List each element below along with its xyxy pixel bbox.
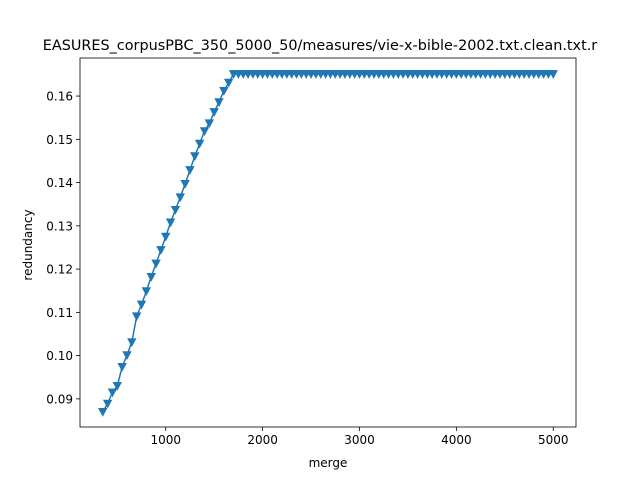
data-point-marker <box>548 70 558 79</box>
data-point-marker <box>190 152 200 162</box>
data-point-marker <box>131 312 142 322</box>
data-point-marker <box>180 179 190 189</box>
data-point-marker <box>170 205 181 215</box>
y-tick-label: 0.09 <box>46 392 73 406</box>
data-point-marker <box>102 399 113 409</box>
x-tick-label: 2000 <box>247 433 278 447</box>
y-axis-label: redundancy <box>21 209 35 280</box>
y-tick-label: 0.10 <box>46 349 73 363</box>
data-point-marker <box>185 166 195 175</box>
y-tick-label: 0.14 <box>46 176 73 190</box>
y-tick-label: 0.15 <box>46 133 73 147</box>
data-point-marker <box>112 381 123 391</box>
axes-frame <box>79 57 577 428</box>
y-tick-label: 0.11 <box>46 306 73 320</box>
data-point-marker <box>156 246 166 255</box>
data-point-marker <box>127 338 137 348</box>
data-point-marker <box>199 127 210 136</box>
x-tick-label: 4000 <box>441 433 472 447</box>
data-point-marker <box>165 218 176 228</box>
data-point-marker <box>194 139 205 149</box>
x-tick-label: 3000 <box>344 433 375 447</box>
data-point-marker <box>209 108 219 117</box>
x-tick-label: 5000 <box>538 433 569 447</box>
data-point-marker <box>151 259 161 269</box>
y-tick-label: 0.12 <box>46 263 73 277</box>
y-tick-label: 0.16 <box>46 90 73 104</box>
y-tick-label: 0.13 <box>46 219 73 233</box>
data-point-marker <box>161 232 171 242</box>
data-point-marker <box>146 272 156 282</box>
data-point-marker <box>107 388 118 398</box>
data-point-marker <box>141 287 152 297</box>
data-point-marker <box>175 193 185 203</box>
data-point-marker <box>117 362 127 372</box>
x-axis-label: merge <box>309 456 348 470</box>
data-point-marker <box>223 78 234 88</box>
data-point-marker <box>219 86 229 96</box>
data-point-marker <box>214 98 224 107</box>
x-tick-label: 1000 <box>150 433 181 447</box>
data-point-marker <box>204 119 215 129</box>
chart-title: EASURES_corpusPBC_350_5000_50/measures/v… <box>43 38 598 54</box>
data-point-marker <box>98 407 108 417</box>
data-point-marker <box>136 300 147 310</box>
data-point-marker <box>122 351 132 361</box>
plot-area: 1000 2000 3000 4000 5000 0.09 0.10 0.11 0.12 0.13… <box>46 57 577 447</box>
